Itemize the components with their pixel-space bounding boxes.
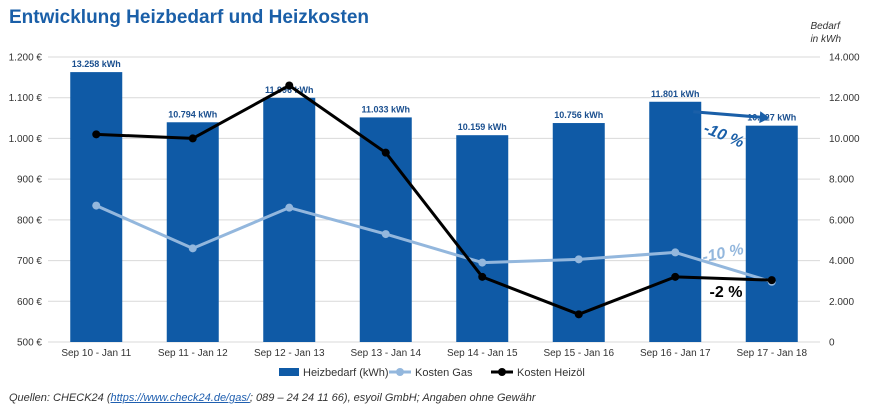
legend-label: Kosten Heizöl — [517, 367, 585, 379]
y-right-tick-label: 6.000 — [829, 215, 854, 226]
legend-marker-gas — [396, 368, 404, 376]
x-tick-label: Sep 13 - Jan 14 — [350, 348, 421, 359]
y-left-tick-label: 1.000 € — [9, 134, 43, 145]
gas-point — [92, 201, 101, 210]
legend-label: Kosten Gas — [415, 367, 473, 379]
source-suffix: ; 089 – 24 24 11 66), esyoil GmbH; Angab… — [249, 392, 536, 404]
legend-swatch-bar — [279, 368, 299, 376]
bar-data-label: 10.756 kWh — [554, 110, 603, 120]
bar-data-label: 10.159 kWh — [458, 122, 507, 132]
heizoel-point — [574, 310, 583, 319]
y-right-tick-label: 8.000 — [829, 175, 854, 186]
bar-data-label: 10.627 kWh — [747, 113, 796, 123]
gas-point — [381, 230, 390, 239]
y-left-tick-label: 700 € — [17, 256, 42, 267]
legend-marker-heizoel — [498, 368, 506, 376]
y-left-tick-label: 900 € — [17, 175, 42, 186]
bar — [649, 101, 702, 343]
y-right-tick-label: 10.000 — [829, 134, 860, 145]
bar-data-label: 11.801 kWh — [651, 89, 700, 99]
bar-data-label: 13.258 kWh — [72, 59, 121, 69]
bar — [745, 125, 798, 342]
change-arrow-head — [759, 111, 770, 124]
heizoel-line — [96, 84, 772, 316]
y-left-tick-label: 1.100 € — [9, 93, 43, 104]
y-left-tick-label: 1.200 € — [9, 53, 43, 64]
bar-change-annotation: -10 % — [701, 120, 746, 151]
source-link[interactable]: https://www.check24.de/gas/ — [110, 392, 250, 404]
gas-point — [574, 255, 583, 264]
gas-point — [478, 258, 487, 267]
heizoel-point — [285, 81, 294, 90]
heizoel-point — [92, 130, 101, 139]
y-right-tick-label: 4.000 — [829, 256, 854, 267]
x-tick-label: Sep 16 - Jan 17 — [640, 348, 711, 359]
bar — [166, 122, 219, 342]
y-right-tick-label: 14.000 — [829, 53, 860, 64]
bar — [552, 123, 605, 342]
x-tick-label: Sep 14 - Jan 15 — [447, 348, 518, 359]
x-tick-label: Sep 12 - Jan 13 — [254, 348, 325, 359]
bar — [456, 135, 509, 342]
bar-data-label: 11.996 kWh — [265, 85, 314, 95]
y-left-tick-label: 500 € — [17, 338, 42, 349]
y-right-tick-label: 2.000 — [829, 297, 854, 308]
gas-point — [285, 203, 294, 212]
heizoel-point — [478, 272, 487, 281]
y-right-tick-label: 0 — [829, 338, 835, 349]
x-tick-label: Sep 11 - Jan 12 — [158, 348, 228, 359]
source-note: Quellen: CHECK24 (https://www.check24.de… — [9, 392, 536, 404]
x-tick-label: Sep 15 - Jan 16 — [543, 348, 614, 359]
gas-point — [188, 244, 197, 253]
oil-change-annotation: -2 % — [710, 284, 743, 301]
bar — [263, 97, 316, 342]
heizoel-point — [671, 272, 680, 281]
right-axis-title-line2: in kWh — [810, 34, 841, 45]
y-right-tick-label: 12.000 — [829, 93, 860, 104]
gas-line — [95, 204, 773, 284]
source-prefix: Quellen: CHECK24 ( — [9, 392, 111, 404]
heizoel-point — [188, 134, 197, 143]
legend-label: Heizbedarf (kWh) — [303, 367, 389, 379]
bar-data-label: 10.794 kWh — [168, 109, 217, 119]
gas-point — [671, 248, 680, 257]
chart-title: Entwicklung Heizbedarf und Heizkosten — [9, 7, 369, 28]
x-tick-label: Sep 10 - Jan 11 — [61, 348, 131, 359]
heizoel-point — [381, 148, 390, 157]
y-left-tick-label: 600 € — [17, 297, 42, 308]
y-left-tick-label: 800 € — [17, 215, 42, 226]
x-tick-label: Sep 17 - Jan 18 — [736, 348, 807, 359]
heizoel-point — [767, 276, 776, 285]
bar-data-label: 11.033 kWh — [361, 104, 410, 114]
gas-change-annotation: -10 % — [701, 241, 745, 266]
change-arrow — [693, 110, 766, 120]
right-axis-title: Bedarf in kWh — [810, 20, 841, 46]
right-axis-title-line1: Bedarf — [810, 21, 840, 32]
